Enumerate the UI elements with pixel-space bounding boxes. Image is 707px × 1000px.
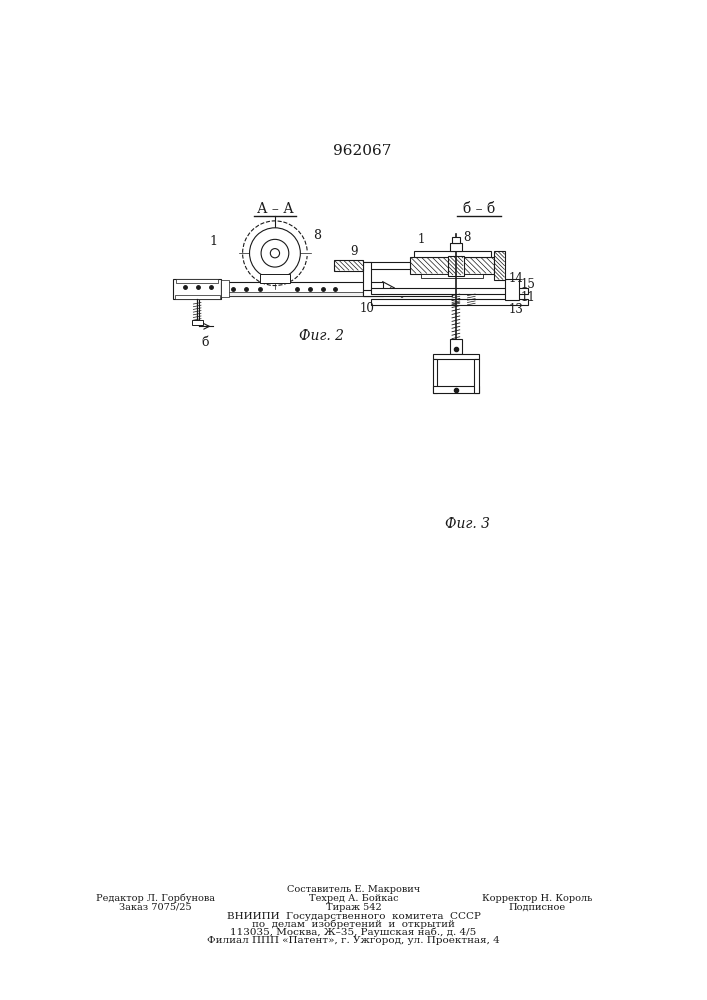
Text: Филиал ППП «Патент», г. Ужгород, ул. Проектная, 4: Филиал ППП «Патент», г. Ужгород, ул. Про… — [207, 936, 500, 945]
Text: Подписное: Подписное — [509, 903, 566, 912]
Text: 8: 8 — [464, 231, 471, 244]
Text: Заказ 7075/25: Заказ 7075/25 — [119, 903, 192, 912]
Text: б: б — [201, 336, 209, 349]
Bar — [506, 279, 519, 300]
Text: Корректор Н. Король: Корректор Н. Король — [482, 894, 592, 903]
Bar — [259, 274, 291, 283]
Bar — [494, 251, 506, 280]
Bar — [221, 280, 229, 297]
Bar — [173, 279, 221, 299]
Text: Составитель Е. Макрович: Составитель Е. Макрович — [287, 885, 420, 894]
Bar — [450, 243, 462, 251]
Bar — [371, 299, 528, 305]
Bar — [421, 274, 483, 278]
Bar — [176, 279, 218, 283]
Text: 962067: 962067 — [333, 144, 391, 158]
Text: 15: 15 — [520, 278, 535, 291]
Text: Редактор Л. Горбунова: Редактор Л. Горбунова — [96, 894, 215, 903]
Text: по  делам  изобретений  и  открытий: по делам изобретений и открытий — [252, 920, 455, 929]
Text: Тираж 542: Тираж 542 — [326, 903, 381, 912]
Bar — [363, 290, 452, 296]
Bar — [433, 354, 479, 359]
Text: 1: 1 — [418, 233, 425, 246]
Text: 11: 11 — [520, 291, 535, 304]
Bar — [192, 320, 203, 325]
Bar — [334, 260, 363, 271]
Circle shape — [261, 239, 288, 267]
Text: Фиг. 2: Фиг. 2 — [298, 329, 344, 343]
Text: 10: 10 — [360, 302, 375, 315]
Bar — [363, 262, 409, 269]
Bar — [221, 282, 382, 296]
Bar — [363, 262, 371, 296]
Text: 8: 8 — [313, 229, 321, 242]
Text: 13: 13 — [509, 303, 524, 316]
Text: 9: 9 — [351, 245, 358, 258]
Bar — [271, 279, 279, 282]
Circle shape — [250, 228, 300, 279]
Bar — [450, 339, 462, 354]
Bar — [414, 251, 491, 257]
Text: ВНИИПИ  Государственного  комитета  СССР: ВНИИПИ Государственного комитета СССР — [226, 912, 481, 921]
Bar — [452, 237, 460, 243]
Bar — [448, 256, 464, 276]
Text: Фиг. 3: Фиг. 3 — [445, 517, 490, 531]
Bar — [371, 288, 528, 294]
Text: Техред А. Бойкас: Техред А. Бойкас — [309, 894, 398, 903]
Text: б – б: б – б — [463, 202, 495, 216]
Bar — [409, 257, 494, 274]
Text: А – А: А – А — [257, 202, 293, 216]
Bar — [433, 386, 479, 393]
Text: 1: 1 — [209, 235, 217, 248]
Bar — [433, 359, 438, 393]
Bar — [474, 359, 479, 393]
Text: Б: Б — [281, 233, 291, 246]
Bar — [175, 295, 219, 299]
Bar — [221, 292, 382, 296]
Text: 14: 14 — [509, 272, 524, 285]
Text: 113035, Москва, Ж–35, Раушская наб., д. 4/5: 113035, Москва, Ж–35, Раушская наб., д. … — [230, 928, 477, 937]
Circle shape — [270, 249, 279, 258]
